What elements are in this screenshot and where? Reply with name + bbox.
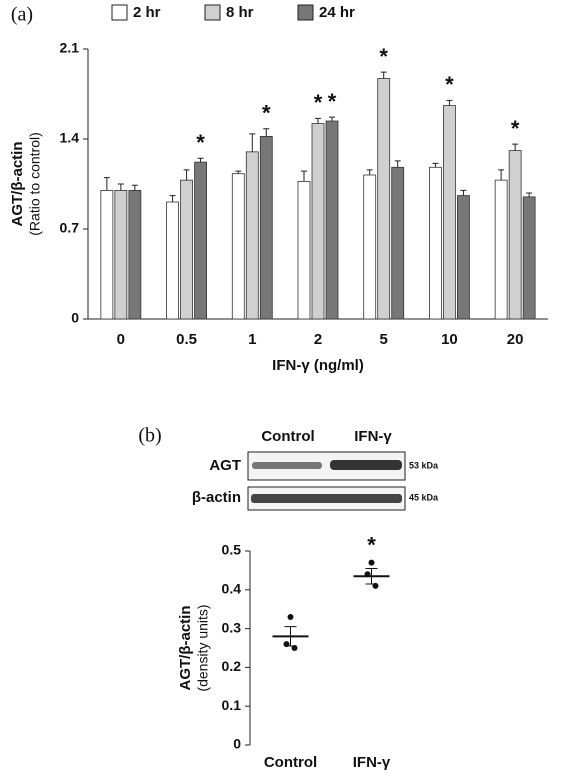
error-bar [117, 183, 124, 191]
significance-marker: * [367, 532, 376, 557]
blot-row-label: β-actin [192, 489, 241, 506]
bar [363, 174, 377, 320]
x-tick-label: 0 [117, 331, 125, 348]
y-tick-label: 0.2 [222, 658, 242, 674]
bar [245, 151, 259, 320]
bar [194, 161, 207, 320]
legend-swatch [111, 4, 128, 21]
bar [508, 150, 522, 320]
error-bar [432, 162, 439, 168]
y-tick-label: 0.4 [222, 581, 242, 597]
error-bar [301, 170, 307, 182]
y-tick-label: 0 [233, 736, 241, 752]
legend-swatch [204, 4, 221, 21]
error-bar [315, 117, 321, 124]
y-tick-label: 0.5 [222, 542, 242, 558]
legend-swatch [297, 4, 314, 21]
error-bar [329, 116, 335, 121]
significance-marker: * [196, 130, 205, 155]
bar [457, 195, 470, 320]
x-tick-label: 1 [248, 331, 256, 348]
panel-label: (a) [11, 4, 33, 26]
bar [522, 196, 536, 320]
error-bar [394, 160, 401, 168]
blot-band [252, 462, 322, 469]
error-bar [446, 99, 453, 106]
significance-marker: * [511, 116, 520, 141]
y-axis-sublabel: (density units) [195, 604, 211, 691]
blot-band [251, 494, 402, 503]
error-bar [197, 157, 204, 163]
x-tick-label: 5 [380, 331, 388, 348]
bar [391, 166, 405, 320]
significance-marker: * [379, 44, 388, 69]
y-tick-label: 0.7 [60, 220, 80, 236]
error-bar [103, 177, 110, 191]
legend-label: 8 hr [226, 4, 254, 21]
error-bar [498, 169, 505, 181]
bar [494, 179, 508, 320]
blot-size: 53 kDa [409, 460, 439, 470]
x-tick-label: IFN-γ [353, 754, 391, 771]
bar [180, 179, 193, 320]
y-tick-label: 2.1 [60, 40, 80, 56]
error-bar [366, 169, 373, 175]
data-point [287, 613, 294, 620]
legend-label: 2 hr [133, 4, 161, 21]
error-bar [249, 133, 256, 152]
bar [311, 123, 325, 320]
blot-lane-label: IFN-γ [354, 428, 392, 445]
error-bar [284, 626, 297, 647]
error-bar [183, 169, 190, 181]
x-tick-label: Control [264, 754, 317, 771]
x-axis-label: IFN-γ (ng/ml) [272, 357, 364, 374]
error-bar [131, 184, 138, 191]
bar [100, 190, 114, 320]
error-bar [169, 195, 176, 202]
x-tick-label: 10 [441, 331, 458, 348]
y-axis-sublabel: (Ratio to control) [27, 132, 43, 235]
y-axis-label: AGT/β-actin [177, 606, 194, 691]
y-axis-label: AGT/β-actin [9, 142, 26, 227]
blot-size: 45 kDa [409, 492, 439, 502]
blot-row-label: AGT [209, 457, 241, 474]
bar [325, 120, 339, 320]
y-tick-label: 0.3 [222, 619, 242, 635]
bar [128, 190, 142, 320]
x-tick-label: 0.5 [176, 331, 197, 348]
bar [259, 136, 273, 320]
y-tick-label: 0 [71, 310, 79, 326]
error-bar [365, 567, 378, 585]
bar [166, 201, 179, 320]
error-bar [263, 128, 270, 137]
error-bar [235, 170, 242, 174]
panel-label: (b) [138, 425, 161, 447]
significance-marker: * [262, 101, 271, 126]
bar [231, 173, 245, 320]
error-bar [512, 143, 519, 151]
y-tick-label: 0.1 [222, 697, 242, 713]
blot-band [330, 460, 402, 470]
bar [114, 190, 128, 320]
error-bar [460, 189, 467, 196]
bar [429, 166, 442, 320]
data-point [368, 559, 375, 566]
blot-lane-label: Control [261, 428, 314, 445]
bar [377, 78, 391, 320]
y-tick-label: 1.4 [60, 130, 80, 146]
significance-marker: * [314, 90, 323, 115]
significance-marker: * [445, 72, 454, 97]
x-tick-label: 2 [314, 331, 322, 348]
error-bar [380, 71, 387, 79]
error-bar [526, 192, 533, 197]
legend-label: 24 hr [319, 4, 355, 21]
bar [297, 181, 311, 320]
bar [443, 105, 456, 320]
x-tick-label: 20 [507, 331, 524, 348]
significance-marker: * [328, 89, 337, 114]
